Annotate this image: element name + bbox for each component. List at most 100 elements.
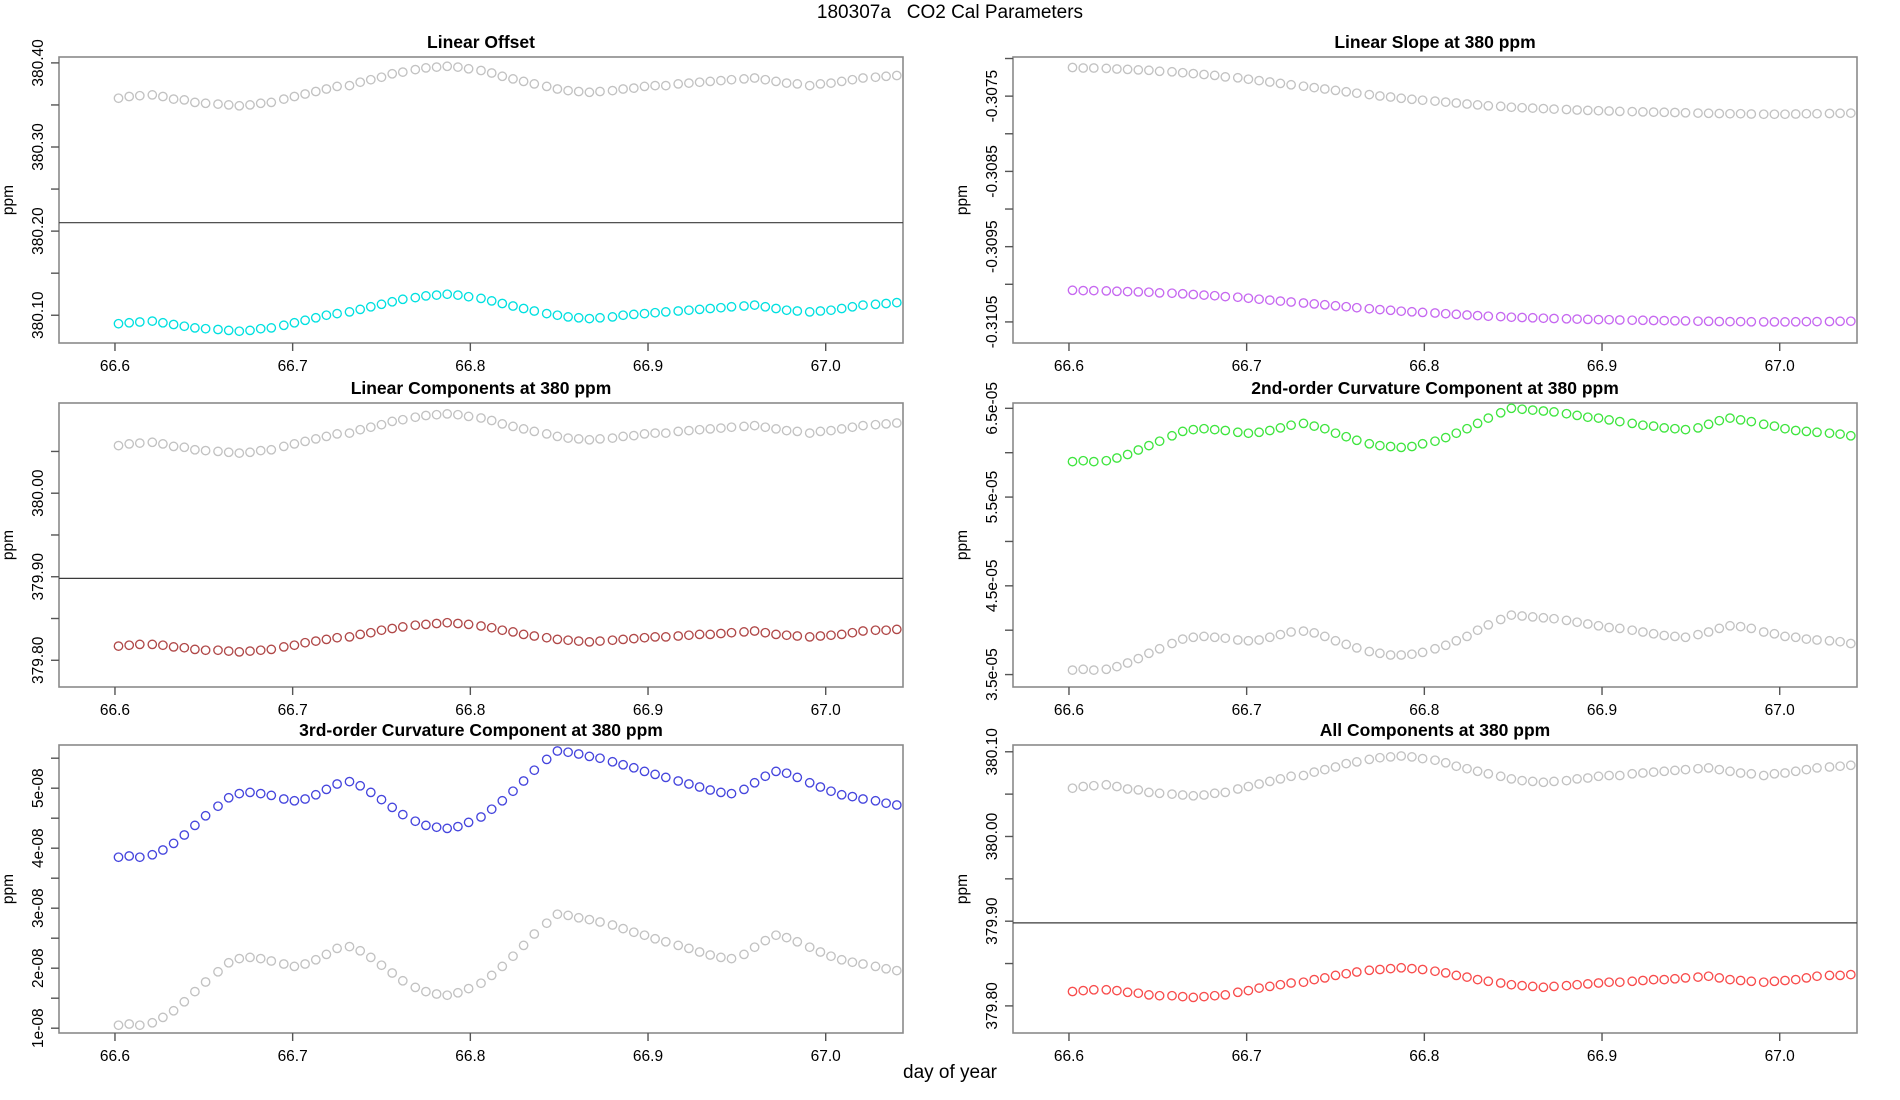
data-point [705,629,716,640]
data-point [1275,296,1286,306]
data-point [1451,98,1462,108]
data-point [365,952,376,963]
data-point [858,626,868,636]
data-point [1451,309,1462,320]
data-point [1462,972,1472,982]
data-point [1286,297,1296,307]
data-point [694,947,705,957]
data-point [618,431,628,442]
data-point [1604,106,1614,116]
data-point [1835,761,1845,772]
x-tick-label: 66.9 [633,358,663,375]
data-point [410,412,421,423]
data-point [289,317,300,328]
data-point [1396,93,1407,104]
data-point [1527,405,1538,415]
data-point [1330,970,1341,981]
data-point [726,627,737,638]
data-point [1845,969,1856,980]
data-point [1572,617,1582,628]
data-point [1627,418,1638,429]
data-point [1714,415,1725,426]
data-point [1144,787,1154,798]
data-point [716,75,726,86]
data-point [1758,770,1769,781]
data-point [1648,421,1659,431]
data-point [1593,105,1604,116]
data-point [739,421,749,432]
data-point [1582,412,1593,423]
data-point [410,620,421,631]
y-tick-label: -0.3075 [984,70,1001,123]
data-point [289,640,300,651]
series-blue [113,746,902,863]
data-point [1790,974,1801,985]
data-point [660,80,671,91]
data-point [1101,455,1112,466]
y-tick-label: 379.90 [30,553,47,601]
data-point [376,625,387,636]
data-point [1275,979,1286,990]
x-tick-label: 66.7 [1232,1048,1262,1065]
data-point [421,63,431,73]
x-tick-label: 66.7 [278,702,308,719]
data-point [376,960,387,971]
data-point [134,1020,145,1031]
data-point [147,90,158,100]
data-point [476,812,486,822]
data-point [1144,287,1154,298]
plot-title: Linear Slope at 380 ppm [1334,32,1535,52]
data-point [881,71,891,82]
data-point [1648,107,1659,117]
data-point [1112,661,1122,672]
data-point [739,627,749,637]
data-point [179,442,190,453]
data-point [431,618,442,629]
data-point [607,756,618,767]
data-point [300,89,310,99]
data-point [847,422,858,433]
data-point [847,301,858,312]
x-tick-label: 67.0 [1765,702,1796,719]
data-point [1375,648,1385,659]
data-point [1561,104,1572,115]
data-point [1648,767,1659,777]
data-point [190,820,200,831]
y-tick-label: 380.20 [30,207,47,255]
data-point [124,91,135,102]
data-point [1538,777,1549,788]
data-point [1725,620,1735,631]
data-point [1614,977,1625,988]
data-point [705,785,716,795]
data-point [278,794,289,804]
series-gray [1067,751,1856,801]
data-point [147,1017,158,1028]
data-point [726,788,737,799]
data-point [1495,771,1506,782]
plot-linear-slope: Linear Slope at 380 ppm 66.6 66.7 66.8 66.9 6… [954,32,1858,375]
data-point [376,299,387,310]
data-point [1451,970,1462,981]
y-tick-label: 380.10 [984,728,1001,776]
data-point [410,982,421,993]
data-point [1122,784,1133,794]
data-point [223,646,234,656]
data-point [1407,441,1417,452]
data-point [1769,628,1780,639]
data-point [1812,108,1822,119]
data-point [179,321,190,332]
data-point [1703,316,1714,327]
data-point [628,430,639,441]
data-point [705,424,716,434]
data-point [113,440,124,451]
data-point [1319,423,1330,434]
data-point [190,986,200,997]
data-point [760,627,771,638]
data-point [344,632,355,642]
data-point [245,646,255,656]
data-point [881,298,891,309]
data-point [1483,768,1494,779]
data-point [421,820,431,831]
data-point [1385,963,1396,974]
data-point [1824,762,1835,772]
